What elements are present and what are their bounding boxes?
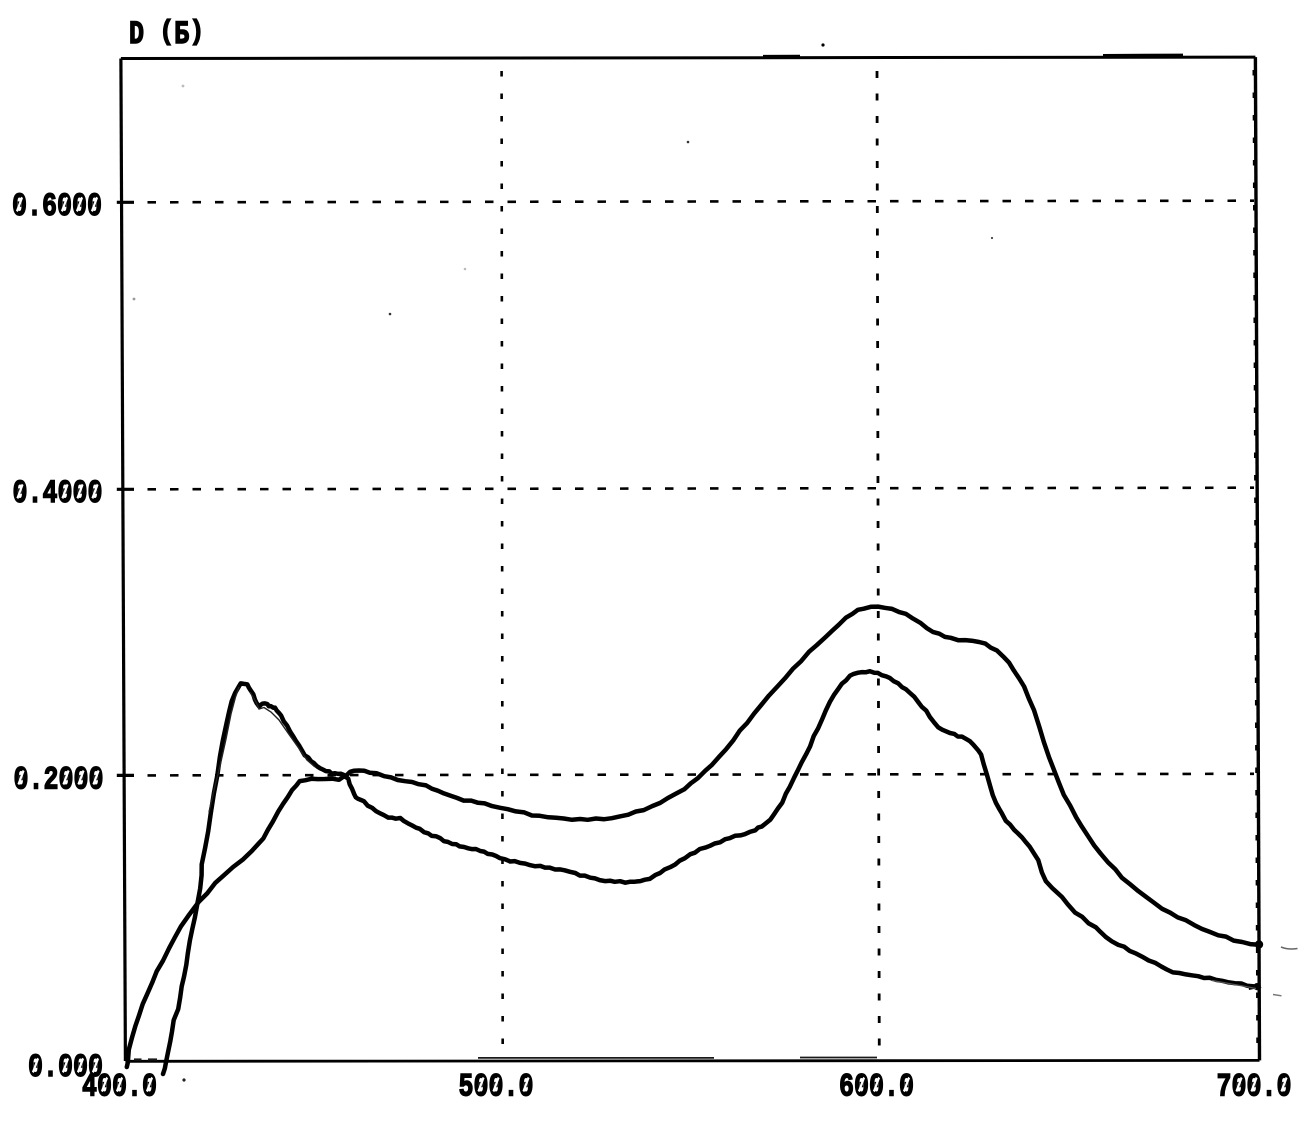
- svg-text:0.4000: 0.4000: [13, 475, 103, 512]
- svg-text:600.0: 600.0: [839, 1068, 914, 1105]
- svg-text:(: (: [159, 16, 174, 48]
- svg-text:Б: Б: [174, 16, 189, 53]
- svg-text:D: D: [129, 16, 144, 53]
- svg-text:400.0: 400.0: [82, 1068, 157, 1105]
- svg-text:): ): [189, 16, 204, 48]
- svg-text:0.2000: 0.2000: [14, 761, 104, 798]
- svg-text:0.6000: 0.6000: [12, 188, 102, 225]
